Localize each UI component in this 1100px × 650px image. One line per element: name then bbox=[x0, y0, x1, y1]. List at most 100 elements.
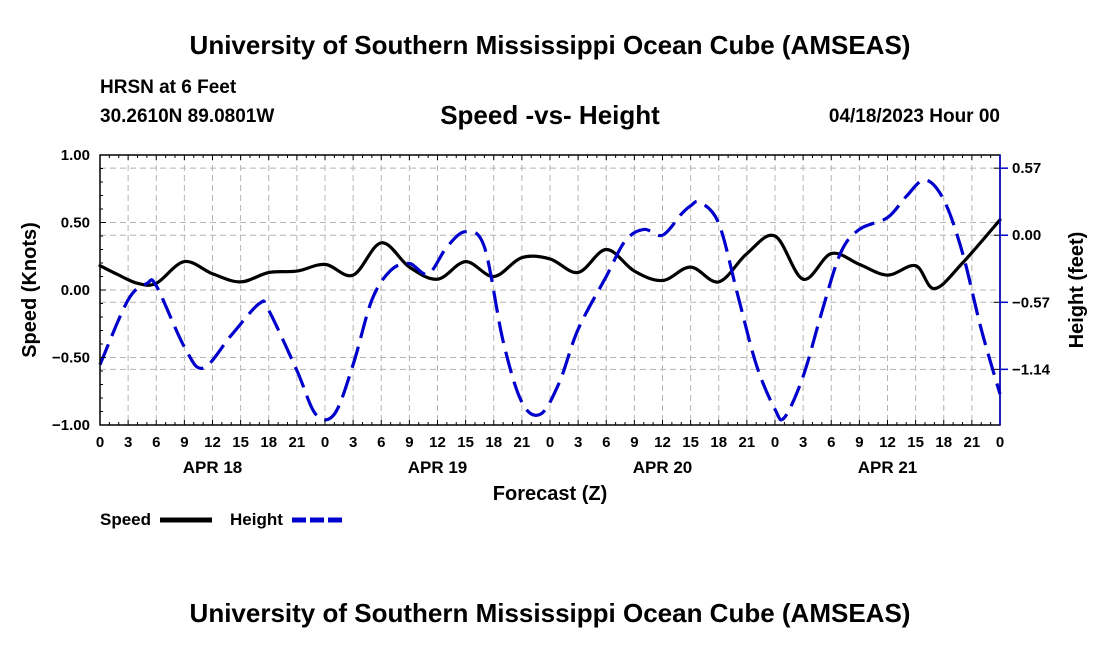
height-data-point bbox=[371, 299, 373, 301]
speed-data-point bbox=[605, 248, 607, 250]
speed-data-point bbox=[268, 271, 270, 273]
height-data-point bbox=[202, 367, 204, 369]
x-tick-label: 15 bbox=[457, 434, 474, 451]
height-data-point bbox=[558, 381, 560, 383]
speed-data-point bbox=[933, 287, 935, 289]
height-data-point bbox=[755, 363, 757, 365]
speed-data-point bbox=[324, 263, 326, 265]
x-tick-label: 18 bbox=[485, 434, 502, 451]
x-tick-label: 3 bbox=[124, 434, 132, 451]
height-data-point bbox=[924, 179, 926, 181]
height-data-point bbox=[821, 311, 823, 313]
speed-data-point bbox=[661, 279, 663, 281]
speed-series-line bbox=[98, 218, 1002, 291]
legend: Speed Height bbox=[100, 510, 342, 529]
height-data-point bbox=[980, 328, 982, 330]
height-data-point bbox=[839, 252, 841, 254]
speed-data-point bbox=[352, 274, 354, 276]
x-tick-label: 12 bbox=[429, 434, 446, 451]
y-left-tick-label: −0.50 bbox=[52, 350, 90, 367]
height-data-point bbox=[464, 231, 466, 233]
day-label: APR 19 bbox=[408, 458, 468, 477]
speed-data-point bbox=[183, 260, 185, 262]
height-data-point bbox=[155, 285, 157, 287]
day-label: APR 18 bbox=[183, 458, 243, 477]
height-data-point bbox=[408, 262, 410, 264]
x-tick-label: 0 bbox=[96, 434, 104, 451]
x-axis-label: Forecast (Z) bbox=[493, 483, 607, 505]
speed-data-point bbox=[493, 275, 495, 277]
y-right-tick-label: −0.57 bbox=[1012, 294, 1050, 311]
chart-title: University of Southern Mississippi Ocean… bbox=[189, 30, 911, 60]
height-data-point bbox=[943, 199, 945, 201]
height-data-point bbox=[783, 416, 785, 418]
y-left-tick-label: 0.50 bbox=[61, 215, 90, 232]
height-data-point bbox=[352, 363, 354, 365]
x-tick-label: 18 bbox=[935, 434, 952, 451]
speed-data-point bbox=[689, 266, 691, 268]
height-data-point bbox=[886, 216, 888, 218]
series-layer bbox=[98, 178, 1002, 422]
height-data-point bbox=[858, 228, 860, 230]
y-left-tick-label: 1.00 bbox=[61, 147, 90, 164]
speed-data-point bbox=[296, 270, 298, 272]
height-data-point bbox=[539, 413, 541, 415]
speed-data-point bbox=[718, 281, 720, 283]
x-tick-label: 0 bbox=[996, 434, 1004, 451]
speed-data-point bbox=[380, 242, 382, 244]
day-label: APR 21 bbox=[858, 458, 918, 477]
speed-data-point bbox=[633, 270, 635, 272]
height-data-point bbox=[905, 195, 907, 197]
x-tick-label: 3 bbox=[574, 434, 582, 451]
footer-title: University of Southern Mississippi Ocean… bbox=[189, 598, 911, 628]
speed-data-point bbox=[549, 258, 551, 260]
y-right-tick-label: −1.14 bbox=[1012, 361, 1051, 378]
grid-layer bbox=[100, 155, 1000, 425]
axis-layer: 0 3 6 9 12 15 18 21 0 3 6 9 12 15 18 21 0 3 6 9 12 15 18 21 0 3 6 9… bbox=[52, 147, 1051, 477]
height-data-point bbox=[183, 346, 185, 348]
height-data-point bbox=[427, 273, 429, 275]
x-tick-label: 15 bbox=[907, 434, 924, 451]
station-name: HRSN at 6 Feet bbox=[100, 77, 237, 98]
speed-data-point bbox=[408, 266, 410, 268]
height-data-point bbox=[577, 328, 579, 330]
height-data-point bbox=[146, 282, 148, 284]
legend-speed-label: Speed bbox=[100, 510, 151, 529]
height-data-point bbox=[230, 334, 232, 336]
speed-data-point bbox=[464, 260, 466, 262]
x-tick-label: 9 bbox=[405, 434, 413, 451]
height-data-point bbox=[389, 269, 391, 271]
x-tick-label: 3 bbox=[349, 434, 357, 451]
x-tick-label: 21 bbox=[514, 434, 531, 451]
speed-data-point bbox=[211, 273, 213, 275]
x-tick-label: 0 bbox=[771, 434, 779, 451]
height-data-point bbox=[661, 234, 663, 236]
x-tick-label: 12 bbox=[879, 434, 896, 451]
height-data-point bbox=[680, 213, 682, 215]
y-axis-label-left: Speed (Knots) bbox=[19, 222, 41, 358]
height-data-point bbox=[296, 369, 298, 371]
x-tick-label: 6 bbox=[152, 434, 160, 451]
speed-data-point bbox=[858, 263, 860, 265]
speed-data-point bbox=[118, 274, 120, 276]
y-left-tick-label: 0.00 bbox=[61, 282, 90, 299]
speed-data-point bbox=[961, 262, 963, 264]
height-data-point bbox=[961, 252, 963, 254]
height-data-point bbox=[127, 299, 129, 301]
height-data-point bbox=[718, 222, 720, 224]
height-data-point bbox=[689, 205, 691, 207]
height-data-point bbox=[624, 240, 626, 242]
x-tick-label: 18 bbox=[260, 434, 277, 451]
height-data-point bbox=[268, 309, 270, 311]
height-data-point bbox=[258, 302, 260, 304]
speed-data-point bbox=[436, 278, 438, 280]
y-right-tick-label: 0.57 bbox=[1012, 160, 1041, 177]
height-data-point bbox=[802, 375, 804, 377]
height-data-point bbox=[774, 408, 776, 410]
speed-data-point bbox=[577, 271, 579, 273]
x-tick-label: 9 bbox=[855, 434, 863, 451]
x-tick-label: 6 bbox=[602, 434, 610, 451]
speed-data-point bbox=[886, 274, 888, 276]
x-tick-label: 21 bbox=[289, 434, 306, 451]
x-tick-label: 12 bbox=[654, 434, 671, 451]
